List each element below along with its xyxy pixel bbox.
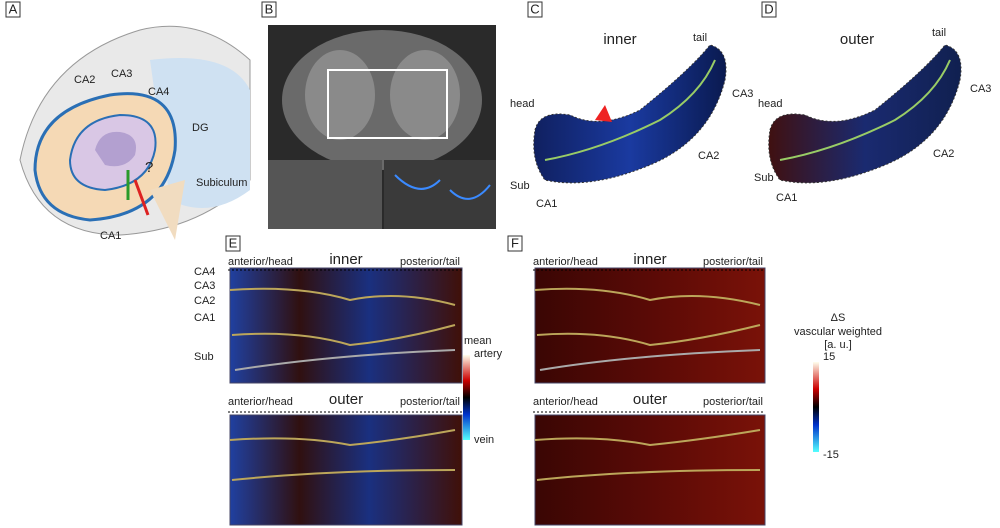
panel-letter: D (764, 1, 773, 16)
arrowhead (595, 105, 612, 122)
panel-letter-box (5, 1, 21, 18)
region-label: CA2 (74, 74, 95, 86)
panel-title: outer (633, 391, 667, 408)
axis-label: posterior/tail (703, 396, 763, 408)
region-label: Sub (510, 180, 530, 192)
layer-label: CA3 (194, 280, 215, 292)
unfolded-map (229, 267, 463, 526)
region-label: CA3 (111, 68, 132, 80)
colorbar-min: -15 (823, 449, 839, 461)
colorbar-label: artery (474, 348, 503, 360)
mri-image (268, 25, 496, 229)
region-label: CA3 (732, 88, 753, 100)
layer-label: CA4 (194, 266, 215, 278)
region-label: tail (693, 32, 707, 44)
panel-letter-box (527, 1, 543, 18)
layer-label: CA1 (194, 312, 215, 324)
hippocampus-map (768, 44, 962, 184)
axis-label: anterior/head (533, 396, 598, 408)
region-label: CA3 (970, 83, 991, 95)
region-label: DG (192, 122, 209, 134)
colorbar-title: vascular weighted (794, 326, 882, 338)
panel-letter: C (530, 1, 539, 16)
panel-letter-box (507, 235, 523, 252)
panel-title: outer (840, 31, 874, 48)
region-label: head (510, 98, 534, 110)
panel-title: outer (329, 391, 363, 408)
axis-label: posterior/tail (400, 396, 460, 408)
panel-title: inner (633, 251, 666, 268)
axis-label: posterior/tail (400, 256, 460, 268)
axis-label: anterior/head (228, 256, 293, 268)
panel-letter-box (261, 1, 277, 18)
unfolded-map (534, 267, 766, 526)
panel-title: inner (603, 31, 636, 48)
boundary (779, 59, 951, 161)
colorbar (463, 355, 470, 440)
region-label: CA4 (148, 86, 169, 98)
panel-letter: E (229, 235, 238, 250)
colorbar-title: [a. u.] (824, 339, 852, 351)
region-label: Sub (754, 172, 774, 184)
layer-label: CA2 (194, 295, 215, 307)
colorbar-max: 15 (823, 351, 835, 363)
panel-letter: F (511, 235, 519, 250)
colorbar-label: vein (474, 434, 494, 446)
region-label: tail (932, 27, 946, 39)
panel-title: inner (329, 251, 362, 268)
region-label: CA1 (100, 230, 121, 242)
panel-letter-box (225, 235, 241, 252)
region-label: head (758, 98, 782, 110)
region-label: Subiculum (196, 177, 247, 189)
panel-letter-box (761, 1, 777, 18)
boundary (544, 59, 716, 161)
hippocampus-illustration (19, 25, 251, 240)
colorbar-title: mean (464, 335, 492, 347)
colorbar-title: ΔS (831, 312, 846, 324)
region-label: CA2 (933, 148, 954, 160)
region-label: CA1 (776, 192, 797, 204)
region-label: CA1 (536, 198, 557, 210)
panel-letter: B (265, 1, 274, 16)
colorbar (813, 362, 819, 452)
panel-letter: A (9, 1, 18, 16)
layer-label: Sub (194, 351, 214, 363)
region-label: CA2 (698, 150, 719, 162)
axis-label: anterior/head (533, 256, 598, 268)
question-mark: ? (145, 159, 153, 176)
axis-label: anterior/head (228, 396, 293, 408)
hippocampus-map (533, 44, 727, 184)
axis-label: posterior/tail (703, 256, 763, 268)
